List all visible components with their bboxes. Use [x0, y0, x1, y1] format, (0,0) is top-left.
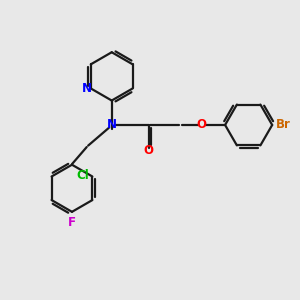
- Text: O: O: [196, 118, 206, 131]
- Text: F: F: [68, 216, 76, 229]
- Text: O: O: [143, 144, 154, 158]
- Text: N: N: [107, 118, 117, 131]
- Text: Br: Br: [276, 118, 291, 131]
- Text: Cl: Cl: [76, 169, 89, 182]
- Text: N: N: [82, 82, 92, 95]
